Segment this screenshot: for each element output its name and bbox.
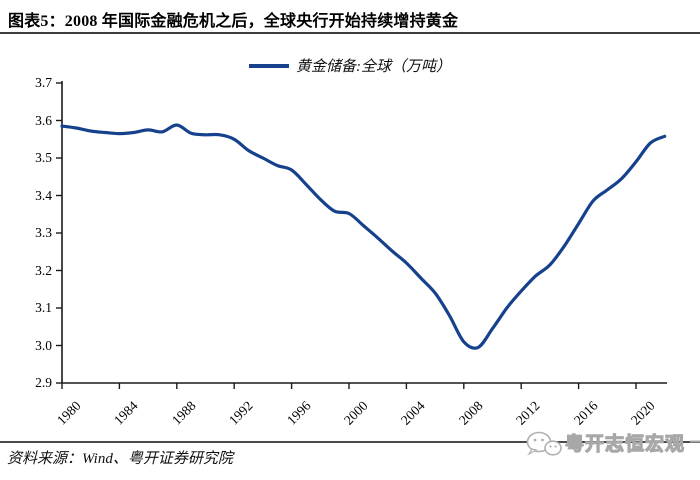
watermark: 粤开志恒宏观: [526, 431, 700, 456]
title-divider: [0, 32, 700, 34]
chart-legend: 黄金储备:全球（万吨）: [0, 55, 700, 76]
wechat-icon: [526, 431, 562, 456]
gold-reserves-line-series: [60, 123, 667, 350]
legend-label: 黄金储备:全球（万吨）: [296, 59, 451, 75]
watermark-text: 粤开志恒宏观: [565, 432, 685, 455]
legend-line-swatch: [249, 63, 289, 68]
page-title: 图表5：2008 年国际金融危机之后，全球央行开始持续增持黄金: [8, 13, 459, 30]
source-note: 资料来源：Wind、粤开证券研究院: [7, 451, 233, 467]
footer-divider: [0, 441, 700, 443]
